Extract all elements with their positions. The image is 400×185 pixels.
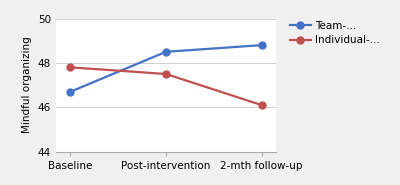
Individual-... bbox=[68, 66, 73, 68]
Team-... bbox=[164, 51, 168, 53]
Legend: Team-..., Individual-...: Team-..., Individual-... bbox=[290, 21, 380, 45]
Individual-... bbox=[259, 104, 264, 106]
Individual-... bbox=[164, 73, 168, 75]
Line: Individual-...: Individual-... bbox=[67, 64, 265, 109]
Line: Team-...: Team-... bbox=[67, 42, 265, 95]
Team-... bbox=[259, 44, 264, 46]
Y-axis label: Mindful organizing: Mindful organizing bbox=[22, 37, 32, 133]
Team-... bbox=[68, 91, 73, 93]
